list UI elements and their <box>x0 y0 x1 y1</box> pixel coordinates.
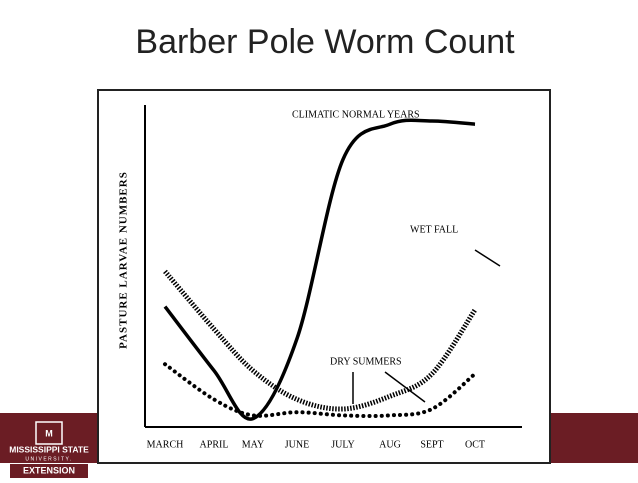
series-line <box>163 269 478 412</box>
x-tick-label: MAY <box>242 439 264 450</box>
arrow <box>384 371 426 403</box>
chart-frame <box>97 89 551 464</box>
logo: M MISSISSIPPI STATE UNIVERSITY. EXTENSIO… <box>9 421 89 478</box>
x-tick-label: JULY <box>331 439 354 450</box>
series-label: DRY SUMMERS <box>330 356 402 367</box>
series-label: WET FALL <box>410 224 458 235</box>
slide-title: Barber Pole Worm Count <box>135 23 515 61</box>
series-line <box>163 362 477 419</box>
x-tick-label: AUG <box>379 439 401 450</box>
footer-tab <box>10 464 88 478</box>
arrow <box>474 249 501 267</box>
x-tick-label: MARCH <box>147 439 184 450</box>
x-tick-label: OCT <box>465 439 485 450</box>
footer-line3: EXTENSION <box>23 465 75 475</box>
series-label: CLIMATIC NORMAL YEARS <box>292 109 420 120</box>
footer-line1: MISSISSIPPI STATE <box>9 444 89 454</box>
logo-letter: M <box>45 428 53 438</box>
y-axis-label: PASTURE LARVAE NUMBERS <box>118 171 130 349</box>
series-line <box>163 118 476 421</box>
x-tick-label: JUNE <box>285 439 309 450</box>
x-tick-label: APRIL <box>200 439 229 450</box>
logo-mark <box>35 421 63 445</box>
footer-line2: UNIVERSITY. <box>25 456 72 462</box>
x-tick-label: SEPT <box>420 439 443 450</box>
